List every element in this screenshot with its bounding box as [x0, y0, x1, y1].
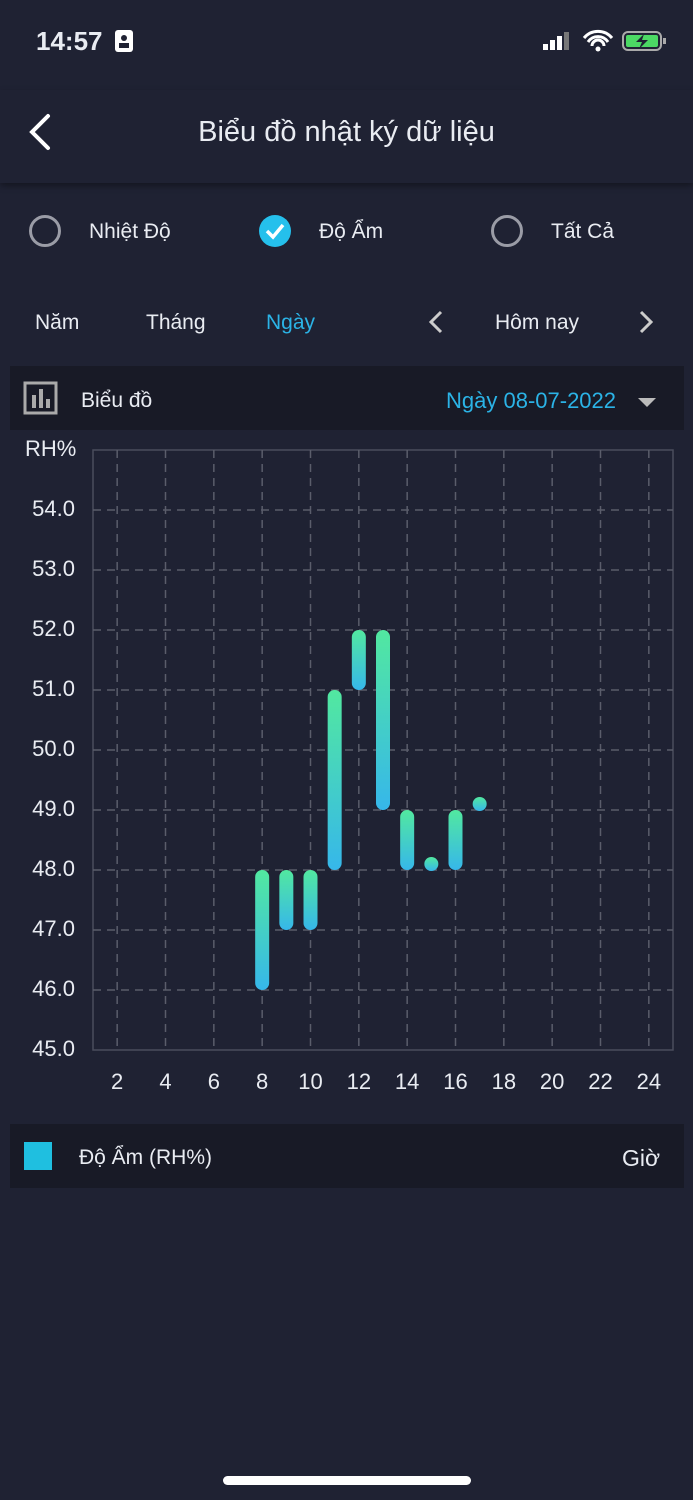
legend-label: Độ Ẩm (RH%) — [79, 1146, 213, 1169]
page-title: Biểu đồ nhật ký dữ liệu — [198, 116, 495, 148]
y-tick-label: 52.0 — [32, 616, 75, 641]
chart-header-bar — [10, 366, 684, 430]
x-tick-label: 10 — [298, 1069, 322, 1094]
x-tick-label: 12 — [347, 1069, 371, 1094]
x-tick-label: 22 — [588, 1069, 612, 1094]
period-tab[interactable]: Năm — [35, 311, 80, 334]
status-icon — [115, 30, 133, 52]
x-tick-label: 8 — [256, 1069, 268, 1094]
range-bar — [376, 630, 390, 810]
radio-button[interactable] — [490, 214, 524, 248]
range-bar — [448, 810, 463, 870]
status-time: 14:57 — [36, 26, 103, 56]
option-label[interactable]: Tất Cả — [551, 220, 615, 243]
legend-bar — [10, 1124, 684, 1188]
data-point — [424, 857, 439, 871]
x-tick-label: 6 — [208, 1069, 220, 1094]
y-tick-label: 45.0 — [32, 1036, 75, 1061]
legend-swatch — [24, 1142, 52, 1170]
range-bar — [400, 810, 415, 870]
y-tick-label: 49.0 — [32, 796, 75, 821]
x-tick-label: 16 — [443, 1069, 467, 1094]
radio-button[interactable] — [258, 214, 292, 248]
x-tick-label: 24 — [637, 1069, 661, 1094]
y-tick-label: 53.0 — [32, 556, 75, 581]
status-icons — [543, 29, 666, 52]
date-navigator[interactable]: Hôm nay — [495, 311, 580, 334]
radio-button[interactable] — [28, 214, 62, 248]
home-indicator — [223, 1476, 471, 1485]
y-tick-label: 48.0 — [32, 856, 75, 881]
x-tick-label: 18 — [492, 1069, 516, 1094]
y-tick-label: 51.0 — [32, 676, 75, 701]
range-bar — [255, 870, 270, 990]
chart: RH% 45.0 46.0 47.0 48.0 49.0 50.0 51.0 52.0 53.0 5… — [25, 436, 674, 1094]
chart-label: Biểu đồ — [81, 389, 153, 412]
range-bar — [351, 630, 366, 690]
y-tick-label: 50.0 — [32, 736, 75, 761]
chart-icon — [23, 381, 58, 415]
y-tick-label: 47.0 — [32, 916, 75, 941]
dropdown-arrow[interactable] — [636, 392, 658, 412]
x-tick-label: 2 — [111, 1069, 123, 1094]
date-picker[interactable]: Ngày 08-07-2022 — [446, 388, 617, 413]
x-axis-label: Giờ — [622, 1145, 661, 1171]
option-label[interactable]: Nhiệt Độ — [89, 220, 171, 243]
y-tick-label: 46.0 — [32, 976, 75, 1001]
x-tick-label: 20 — [540, 1069, 564, 1094]
range-bar — [279, 870, 294, 930]
y-axis-label: RH% — [25, 436, 76, 461]
x-tick-label: 4 — [159, 1069, 171, 1094]
prev-button[interactable] — [424, 308, 448, 336]
range-bar — [327, 690, 342, 870]
period-tab[interactable]: Ngày — [266, 311, 316, 334]
x-tick-label: 14 — [395, 1069, 419, 1094]
period-tab[interactable]: Tháng — [146, 311, 206, 334]
range-bar — [303, 870, 318, 930]
y-tick-label: 54.0 — [32, 496, 75, 521]
back-button[interactable] — [24, 112, 58, 152]
data-point — [472, 797, 487, 811]
next-button[interactable] — [634, 308, 658, 336]
option-label[interactable]: Độ Ẩm — [319, 220, 384, 243]
